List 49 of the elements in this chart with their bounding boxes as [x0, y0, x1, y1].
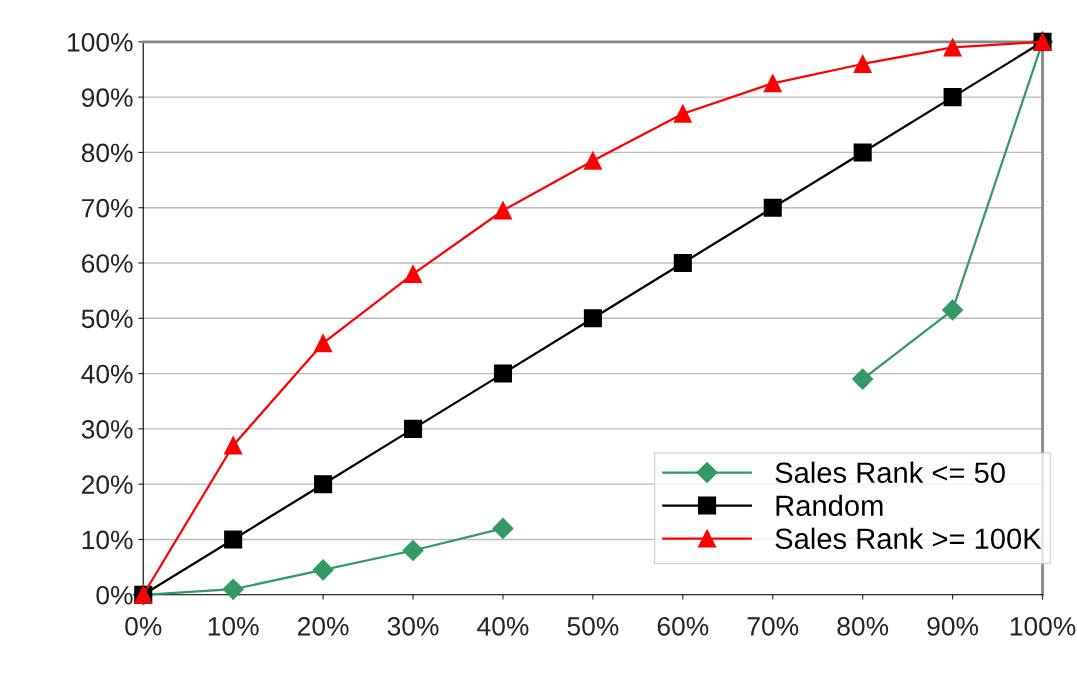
point — [404, 419, 423, 438]
x-tick-label: 20% — [298, 616, 349, 636]
legend-label: Sales Rank >= 100K — [775, 527, 1042, 550]
point — [404, 265, 423, 284]
point — [763, 198, 782, 217]
point — [763, 74, 782, 93]
point — [853, 143, 872, 162]
point — [314, 334, 333, 353]
x-tick-label: 40% — [477, 616, 529, 636]
point — [314, 475, 333, 494]
y-tick-label: 80% — [81, 143, 133, 163]
x-tick-label: 0% — [125, 616, 162, 636]
y-tick-label: 30% — [81, 420, 133, 439]
point — [942, 299, 964, 321]
x-tick-label: 10% — [208, 616, 259, 636]
point — [673, 253, 692, 273]
y-tick-label: 40% — [81, 364, 133, 384]
x-tick-label: 100% — [1010, 616, 1076, 636]
point — [673, 104, 692, 123]
y-tick-label: 60% — [82, 254, 133, 273]
point — [583, 151, 602, 170]
x-tick-label: 60% — [657, 616, 709, 636]
point — [222, 578, 244, 600]
point — [583, 309, 602, 328]
y-tick-label: 0% — [96, 585, 133, 605]
point — [852, 368, 874, 390]
point — [224, 530, 243, 549]
y-tick-label: 50% — [81, 309, 133, 329]
point — [312, 559, 334, 581]
y-tick-label: 20% — [82, 475, 133, 494]
x-tick-label: 80% — [837, 616, 889, 636]
y-tick-label: 10% — [82, 530, 133, 550]
point — [402, 540, 424, 562]
point — [943, 38, 962, 57]
point — [853, 54, 872, 73]
point — [493, 364, 512, 383]
point — [943, 88, 962, 107]
point — [493, 201, 512, 220]
x-tick-label: 70% — [747, 616, 799, 636]
y-tick-label: 100% — [68, 32, 133, 52]
point — [224, 436, 243, 455]
point — [492, 517, 514, 539]
y-tick-label: 90% — [81, 88, 133, 107]
y-tick-label: 70% — [82, 198, 133, 218]
x-tick-label: 30% — [387, 616, 439, 636]
x-tick-label: 50% — [567, 616, 619, 636]
legend-label: Random — [776, 494, 883, 517]
legend-label: Sales Rank <= 50 — [775, 461, 1005, 484]
x-tick-label: 90% — [927, 616, 979, 636]
